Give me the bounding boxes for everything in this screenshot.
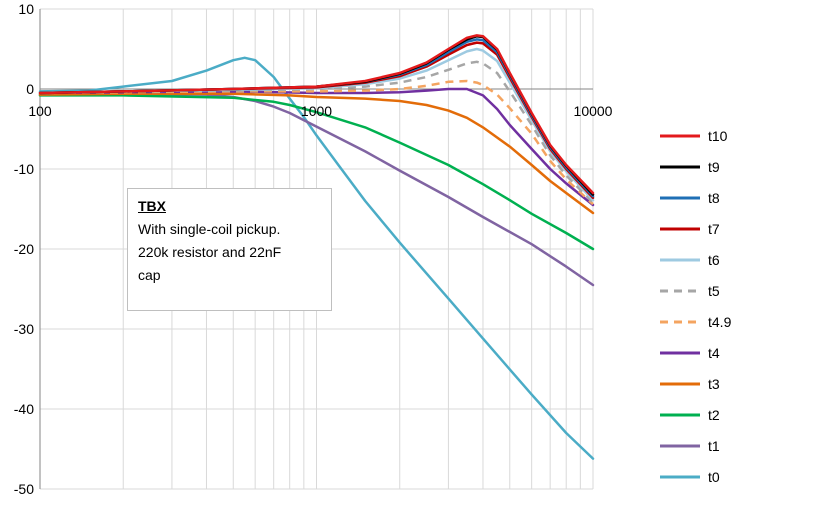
series-line-t3 bbox=[38, 92, 595, 215]
series-line-t4 bbox=[38, 87, 595, 207]
annotation-box: TBX With single-coil pickup. 220k resist… bbox=[127, 188, 332, 311]
annotation-line-2: 220k resistor and 22nF bbox=[138, 244, 282, 260]
legend-label-t10: t10 bbox=[708, 128, 728, 144]
x-tick-label: 10000 bbox=[574, 103, 613, 119]
series-line-t5 bbox=[39, 60, 594, 204]
series-line-t1 bbox=[38, 92, 595, 287]
series-line-t2 bbox=[38, 94, 595, 251]
series-layer bbox=[38, 34, 595, 460]
y-tick-label: -30 bbox=[14, 321, 34, 337]
y-tick-label: 10 bbox=[18, 1, 34, 17]
legend-label-t4: t4 bbox=[708, 345, 720, 361]
annotation-line-1: With single-coil pickup. bbox=[138, 221, 281, 237]
legend: t10 t9 t8 t7 t6 t5 t4.9 t4 t3 t2 t1 t0 bbox=[660, 128, 732, 485]
y-tick-label: -50 bbox=[14, 481, 34, 497]
legend-label-t0: t0 bbox=[708, 469, 720, 485]
legend-label-t9: t9 bbox=[708, 159, 720, 175]
legend-label-t3: t3 bbox=[708, 376, 720, 392]
series-line-t4.9 bbox=[39, 79, 594, 206]
y-tick-label: -10 bbox=[14, 161, 34, 177]
y-tick-label: -40 bbox=[14, 401, 34, 417]
y-tick-label: 0 bbox=[26, 81, 34, 97]
x-tick-label: 1000 bbox=[301, 103, 332, 119]
series-line-t10 bbox=[38, 34, 595, 195]
legend-label-t4.9: t4.9 bbox=[708, 314, 732, 330]
x-tick-label: 100 bbox=[28, 103, 52, 119]
legend-label-t5: t5 bbox=[708, 283, 720, 299]
annotation-line-3: cap bbox=[138, 267, 161, 283]
legend-label-t1: t1 bbox=[708, 438, 720, 454]
legend-label-t6: t6 bbox=[708, 252, 720, 268]
y-tick-label: -20 bbox=[14, 241, 34, 257]
legend-label-t2: t2 bbox=[708, 407, 720, 423]
legend-label-t7: t7 bbox=[708, 221, 720, 237]
annotation-title: TBX bbox=[138, 198, 166, 214]
legend-label-t8: t8 bbox=[708, 190, 720, 206]
